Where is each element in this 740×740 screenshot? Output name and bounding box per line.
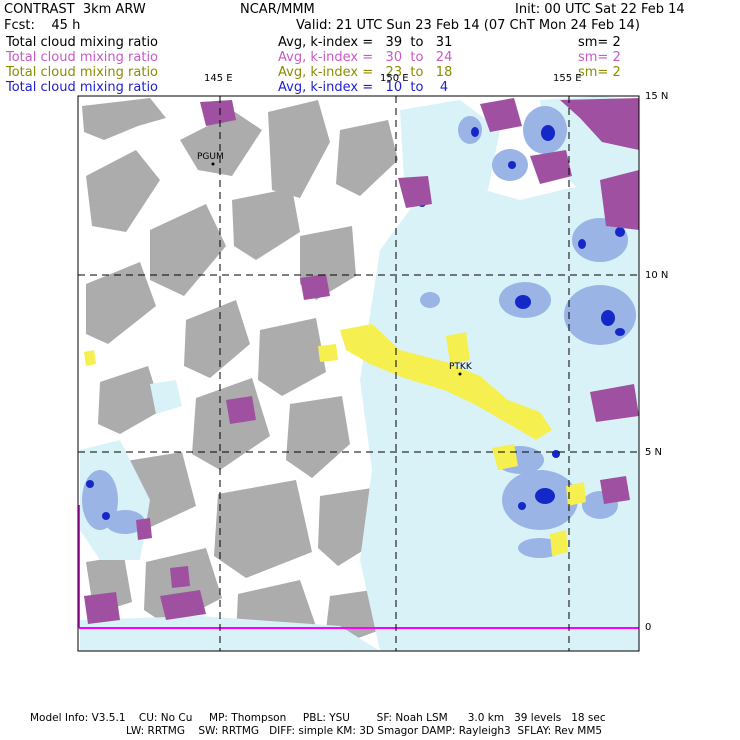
station-label-ptkk: PTKK (449, 362, 472, 372)
gray-cloud-layer (82, 98, 398, 648)
model-info-line-2: LW: RRTMG SW: RRTMG DIFF: simple KM: 3D … (126, 725, 603, 737)
field-name-3: Total cloud mixing ratio (6, 65, 159, 80)
forecast-hour: Fcst: 45 h (4, 18, 81, 33)
model-info-line-1: Model Info: V3.5.1 CU: No Cu MP: Thompso… (30, 712, 606, 724)
lat-lon-grid (78, 96, 639, 651)
field-sm-3: sm= 2 (578, 65, 621, 80)
lat-label-10n: 10 N (645, 270, 669, 281)
station-marker-ptkk (458, 372, 462, 376)
field-name-1: Total cloud mixing ratio (6, 35, 159, 50)
station-marker-pgum (211, 162, 215, 166)
station-label-pgum: PGUM (197, 152, 224, 162)
purple-cloud-layer (84, 98, 639, 624)
init-time: Init: 00 UTC Sat 22 Feb 14 (515, 2, 685, 17)
lon-label-150: 150 E (380, 73, 409, 84)
field-avg-1: Avg, k-index = 39 to 31 (278, 35, 453, 50)
valid-time: Valid: 21 UTC Sun 23 Feb 14 (07 ChT Mon … (296, 18, 640, 33)
field-avg-3: Avg, k-index = 23 to 18 (278, 65, 453, 80)
lat-label-0: 0 (645, 622, 652, 633)
field-avg-2: Avg, k-index = 30 to 24 (278, 50, 453, 65)
center-title: NCAR/MMM (240, 2, 315, 17)
field-name-2: Total cloud mixing ratio (6, 50, 159, 65)
map-frame (77, 95, 640, 652)
lon-label-155: 155 E (553, 73, 582, 84)
field-name-4: Total cloud mixing ratio (6, 80, 159, 95)
yellow-cloud-layer (84, 324, 586, 556)
map-area (78, 96, 639, 651)
model-title: CONTRAST 3km ARW (4, 2, 146, 17)
field-sm-2: sm= 2 (578, 50, 621, 65)
magenta-boundary (78, 505, 639, 629)
lat-label-5n: 5 N (645, 447, 663, 458)
field-avg-4: Avg, k-index = 10 to 4 (278, 80, 449, 95)
field-sm-1: sm= 2 (578, 35, 621, 50)
lat-label-15n: 15 N (645, 91, 669, 102)
lon-label-145: 145 E (204, 73, 233, 84)
